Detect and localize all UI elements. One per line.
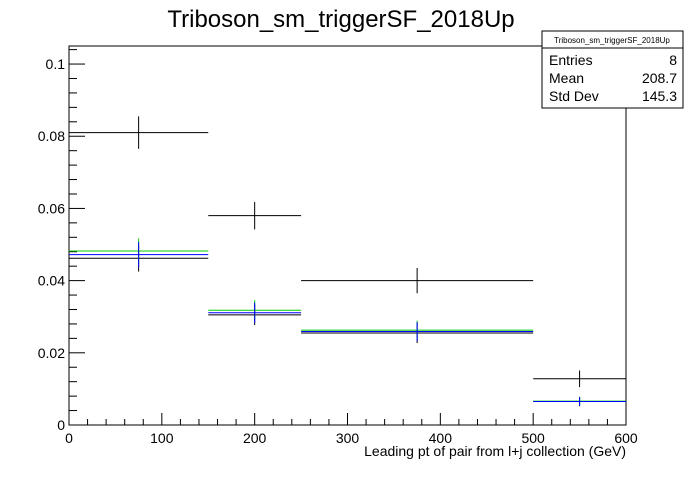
- series-1: [69, 244, 626, 407]
- chart-title: Triboson_sm_triggerSF_2018Up: [167, 6, 514, 33]
- series-3: [69, 241, 626, 406]
- data-point: [69, 116, 209, 149]
- y-tick-label: 0.1: [46, 56, 66, 72]
- stats-box-frame: [541, 30, 684, 109]
- stats-entries-label: Entries: [549, 52, 593, 68]
- data-point: [301, 322, 534, 341]
- x-tick-label: 0: [65, 430, 73, 446]
- data-layer: [69, 116, 626, 407]
- x-tick-label: 500: [521, 430, 545, 446]
- series-0: [69, 116, 626, 388]
- x-tick-label: 300: [336, 430, 360, 446]
- data-point: [533, 397, 626, 406]
- y-axis: 0 0.02 0.04 0.06 0.08 0.1: [38, 49, 85, 433]
- x-tick-label: 200: [243, 430, 267, 446]
- y-tick-label: 0.04: [38, 273, 65, 289]
- data-point: [301, 267, 534, 294]
- y-tick-label: 0: [57, 417, 65, 433]
- x-tick-label: 100: [150, 430, 174, 446]
- stats-box-title: Triboson_sm_triggerSF_2018Up: [554, 36, 670, 45]
- y-tick-label: 0.06: [38, 200, 65, 216]
- data-point: [533, 370, 626, 388]
- stats-entries-value: 8: [669, 52, 677, 68]
- stats-box: Triboson_sm_triggerSF_2018Up Entries 8 M…: [541, 30, 684, 109]
- x-tick-label: 400: [429, 430, 453, 446]
- stats-mean-label: Mean: [549, 70, 584, 86]
- x-axis: 0 100 200 300 400 500 600: [65, 413, 638, 446]
- stats-mean-value: 208.7: [642, 70, 677, 86]
- data-point: [208, 201, 302, 230]
- x-axis-label: Leading pt of pair from l+j collection (…: [364, 443, 626, 459]
- data-point: [69, 241, 209, 268]
- y-tick-label: 0.02: [38, 345, 65, 361]
- x-tick-label: 600: [614, 430, 638, 446]
- stats-stddev-value: 145.3: [642, 88, 677, 104]
- series-2: [69, 238, 626, 406]
- y-tick-label: 0.08: [38, 128, 65, 144]
- data-point: [208, 302, 302, 323]
- stats-stddev-label: Std Dev: [549, 88, 599, 104]
